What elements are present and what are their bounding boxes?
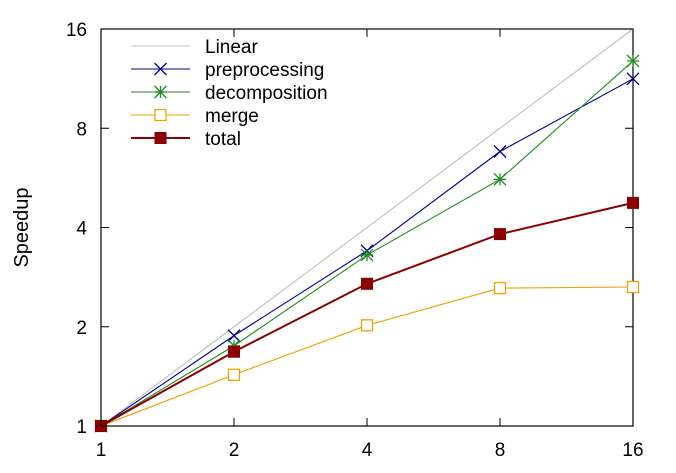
- legend-label: Linear: [205, 37, 258, 58]
- legend-marker: [154, 108, 167, 122]
- y-tick-label: 8: [76, 119, 87, 140]
- preprocessing-point: [626, 72, 640, 86]
- total-point: [228, 345, 240, 358]
- preprocessing-point: [227, 329, 241, 343]
- linear-line: [100, 28, 634, 427]
- series-total: [95, 196, 639, 432]
- x-tick-label: 1: [96, 440, 107, 461]
- legend-item-decomposition: decomposition: [131, 83, 328, 104]
- series-linear: [100, 28, 634, 427]
- x-tick-label: 4: [362, 440, 373, 461]
- legend-label: preprocessing: [205, 60, 324, 81]
- decomposition-point: [360, 248, 374, 262]
- total-point: [361, 277, 373, 290]
- decomposition-point: [626, 54, 640, 68]
- total-point: [494, 228, 506, 241]
- legend-label: decomposition: [205, 83, 328, 104]
- merge-point: [626, 280, 640, 294]
- legend-item-total: total: [131, 129, 241, 150]
- legend-item-merge: merge: [131, 106, 259, 127]
- merge-point: [360, 319, 374, 332]
- merge-point: [493, 281, 507, 295]
- total-line: [100, 201, 634, 427]
- total-point: [627, 196, 639, 209]
- legend-marker: [154, 85, 167, 99]
- y-axis-title: Speedup: [11, 187, 33, 267]
- legend-marker: [154, 62, 167, 76]
- legend-marker: [154, 132, 167, 144]
- decomposition-point: [493, 172, 507, 186]
- legend: Linearpreprocessingdecompositionmergetot…: [131, 37, 328, 150]
- x-tick-label: 8: [495, 440, 506, 461]
- merge-point: [227, 368, 241, 381]
- y-tick-label: 2: [76, 318, 87, 339]
- x-tick-label: 2: [229, 440, 240, 461]
- legend-item-linear: Linear: [131, 37, 258, 58]
- legend-item-preprocessing: preprocessing: [131, 60, 324, 81]
- series-layer: [94, 28, 640, 433]
- x-tick-label: 16: [622, 440, 643, 461]
- y-tick-label: 16: [66, 20, 87, 41]
- merge-line: [100, 286, 634, 427]
- preprocessing-point: [493, 145, 507, 158]
- y-tick-label: 4: [76, 219, 87, 240]
- axis-ticks: 1 2 4 8 16 1 2 4 8 16: [66, 20, 644, 461]
- y-tick-label: 1: [76, 417, 87, 438]
- series-merge: [94, 280, 640, 433]
- legend-label: merge: [205, 106, 259, 127]
- series-decomposition: [94, 54, 640, 433]
- legend-label: total: [205, 129, 241, 150]
